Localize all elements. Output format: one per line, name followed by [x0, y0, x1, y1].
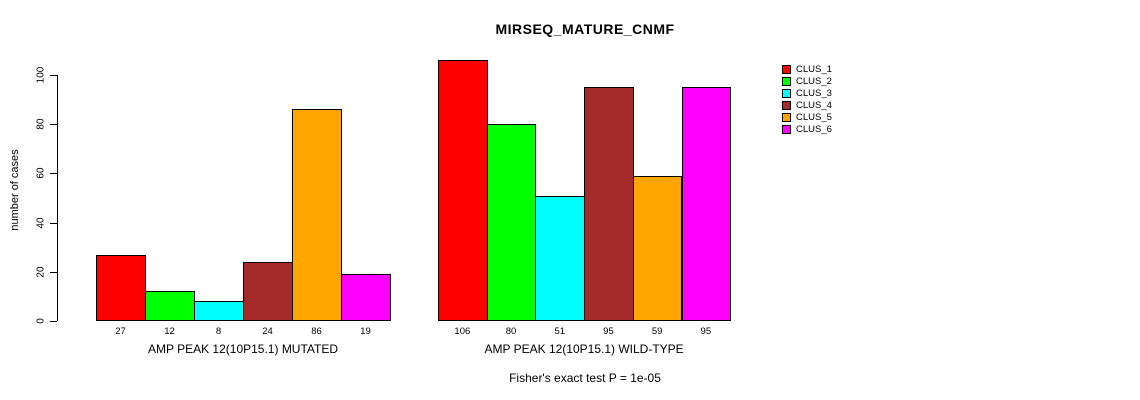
- y-axis-line: [57, 75, 58, 321]
- y-axis-tick: [50, 271, 57, 273]
- legend-swatch-icon: [782, 76, 791, 86]
- y-axis-tick: [50, 75, 57, 76]
- fisher-test-annotation: Fisher's exact test P = 1e-05: [509, 371, 661, 385]
- legend-label: CLUS_3: [796, 87, 832, 99]
- bar-clus_5-group1: [292, 109, 342, 321]
- legend-swatch-icon: [782, 88, 791, 98]
- bar-clus_6-group1: [341, 274, 391, 321]
- bar-value-label: 19: [360, 326, 371, 337]
- chart-title: MIRSEQ_MATURE_CNMF: [495, 21, 675, 37]
- legend-swatch-icon: [782, 64, 791, 74]
- y-axis-tick-label: 60: [35, 167, 47, 179]
- bar-clus_1-group1: [96, 255, 146, 321]
- bar-clus_3-group1: [194, 301, 244, 321]
- group-axis-label: AMP PEAK 12(10P15.1) WILD-TYPE: [484, 342, 684, 356]
- legend-label: CLUS_6: [796, 123, 832, 135]
- legend-row: CLUS_3: [782, 87, 832, 99]
- y-axis-tick-label: 0: [35, 318, 47, 324]
- legend-row: CLUS_4: [782, 99, 832, 111]
- bar-clus_4-group1: [243, 262, 293, 321]
- legend-row: CLUS_5: [782, 111, 832, 123]
- legend-swatch-icon: [782, 100, 791, 110]
- legend-label: CLUS_4: [796, 99, 832, 111]
- group-axis-label: AMP PEAK 12(10P15.1) MUTATED: [147, 342, 339, 356]
- bar-value-label: 95: [700, 326, 712, 337]
- legend-row: CLUS_6: [782, 123, 832, 135]
- bar-clus_1-group2: [438, 60, 488, 321]
- legend-row: CLUS_2: [782, 75, 832, 87]
- y-axis-tick: [50, 321, 57, 322]
- bar-value-label: 8: [215, 326, 222, 337]
- bar-clus_4-group2: [584, 87, 634, 321]
- y-axis-tick-label: 100: [35, 66, 47, 84]
- legend-label: CLUS_1: [796, 63, 832, 75]
- y-axis-tick-label: 40: [35, 217, 47, 229]
- legend-swatch-icon: [782, 124, 791, 134]
- bar-value-label: 86: [311, 326, 322, 337]
- y-axis-tick: [50, 222, 57, 224]
- legend-label: CLUS_5: [796, 111, 832, 123]
- bar-clus_2-group2: [486, 124, 537, 321]
- bar-clus_5-group2: [632, 176, 683, 321]
- bar-value-label: 80: [505, 326, 517, 337]
- bar-value-label: 51: [554, 326, 566, 337]
- bar-clus_3-group2: [535, 196, 586, 321]
- bar-clus_6-group2: [681, 87, 732, 321]
- bar-value-label: 95: [603, 326, 614, 337]
- bar-value-label: 59: [651, 326, 663, 337]
- y-axis-tick: [50, 124, 57, 126]
- bar-value-label: 12: [164, 326, 175, 337]
- bar-value-label: 24: [262, 326, 273, 337]
- y-axis-title: number of cases: [9, 149, 21, 231]
- y-axis-tick-label: 80: [35, 118, 47, 130]
- legend-row: CLUS_1: [782, 63, 832, 75]
- bar-value-label: 106: [454, 326, 471, 337]
- bar-value-label: 27: [115, 326, 126, 337]
- bar-clus_2-group1: [145, 291, 195, 321]
- legend: CLUS_1 CLUS_2 CLUS_3 CLUS_4 CLUS_5 CLUS_6: [782, 63, 832, 135]
- legend-swatch-icon: [782, 112, 791, 122]
- y-axis-tick-label: 20: [35, 266, 47, 278]
- y-axis-tick: [50, 173, 57, 175]
- legend-label: CLUS_2: [796, 75, 832, 87]
